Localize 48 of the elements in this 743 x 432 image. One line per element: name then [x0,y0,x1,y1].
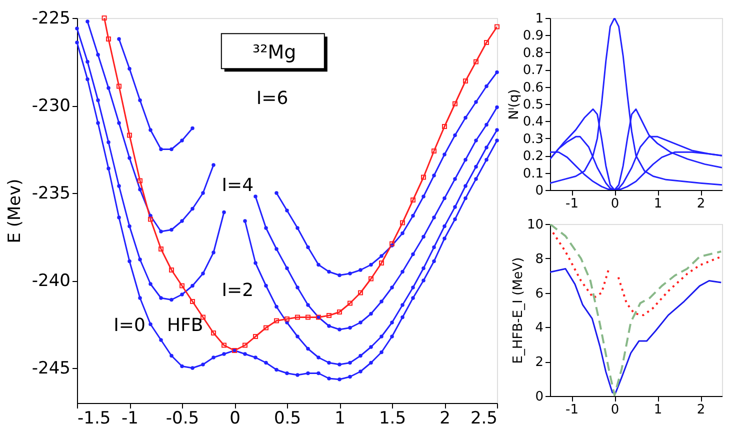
x-tick-label: 1 [654,196,662,212]
x-tick-label: 0 [230,408,240,428]
y-tick-label: 0.4 [522,114,544,130]
x-tick-label: -1 [122,408,138,428]
x-tick-label: 2.5 [470,408,498,428]
annotation: I=6 [256,88,288,109]
y-tick-label: 0 [535,390,544,404]
x-tick-label: 2 [696,402,706,418]
y-axis-title: Nᴵ(q) [506,89,522,120]
x-tick-label: 1 [654,402,662,418]
y-tick-label: 10 [526,218,544,232]
x-tick-label: -1 [566,402,578,418]
y-tick-label: 0.3 [522,132,544,147]
x-tick-label: 1 [334,408,346,428]
y-tick-label: 0.1 [522,166,544,182]
x-tick-label: 0 [610,196,620,212]
x-tick-label: -1 [566,196,578,212]
x-tick-label: 0.5 [274,408,302,428]
y-tick-label: 0.9 [522,28,544,44]
annotation: I=2 [222,280,254,301]
y-tick-label: -245 [32,358,70,378]
x-tick-label: 1.5 [378,408,406,428]
y-tick-label: -225 [32,8,70,28]
annotation: ³²Mg [252,42,296,64]
y-axis-title: E (Mev) [4,178,25,244]
y-tick-label: -230 [32,96,70,116]
y-tick-label: 8 [535,252,544,267]
y-tick-label: 4 [535,320,544,336]
y-tick-label: -235 [32,184,70,204]
x-tick-label: 2 [440,408,450,428]
y-tick-label: 0.8 [522,46,544,61]
x-tick-label: -0.5 [166,408,200,428]
annotation: I=4 [222,174,254,196]
y-tick-label: 6 [535,286,544,302]
y-tick-label: 0 [535,184,544,198]
annotation: HFB [167,315,204,336]
y-axis-title: E_HFB-E_I (MeV) [510,257,526,364]
y-tick-label: 1 [535,12,544,26]
annotation: I=0 [114,315,146,336]
y-tick-label: 2 [535,355,544,370]
x-tick-label: 0 [610,402,620,418]
y-tick-label: 0.2 [522,149,544,164]
x-tick-label: 2 [696,196,706,212]
y-tick-label: 0.5 [522,98,544,112]
y-tick-label: -240 [32,271,70,291]
x-tick-label: -1.5 [78,408,111,428]
y-tick-label: 0.6 [522,80,544,96]
y-tick-label: 0.7 [522,63,544,78]
